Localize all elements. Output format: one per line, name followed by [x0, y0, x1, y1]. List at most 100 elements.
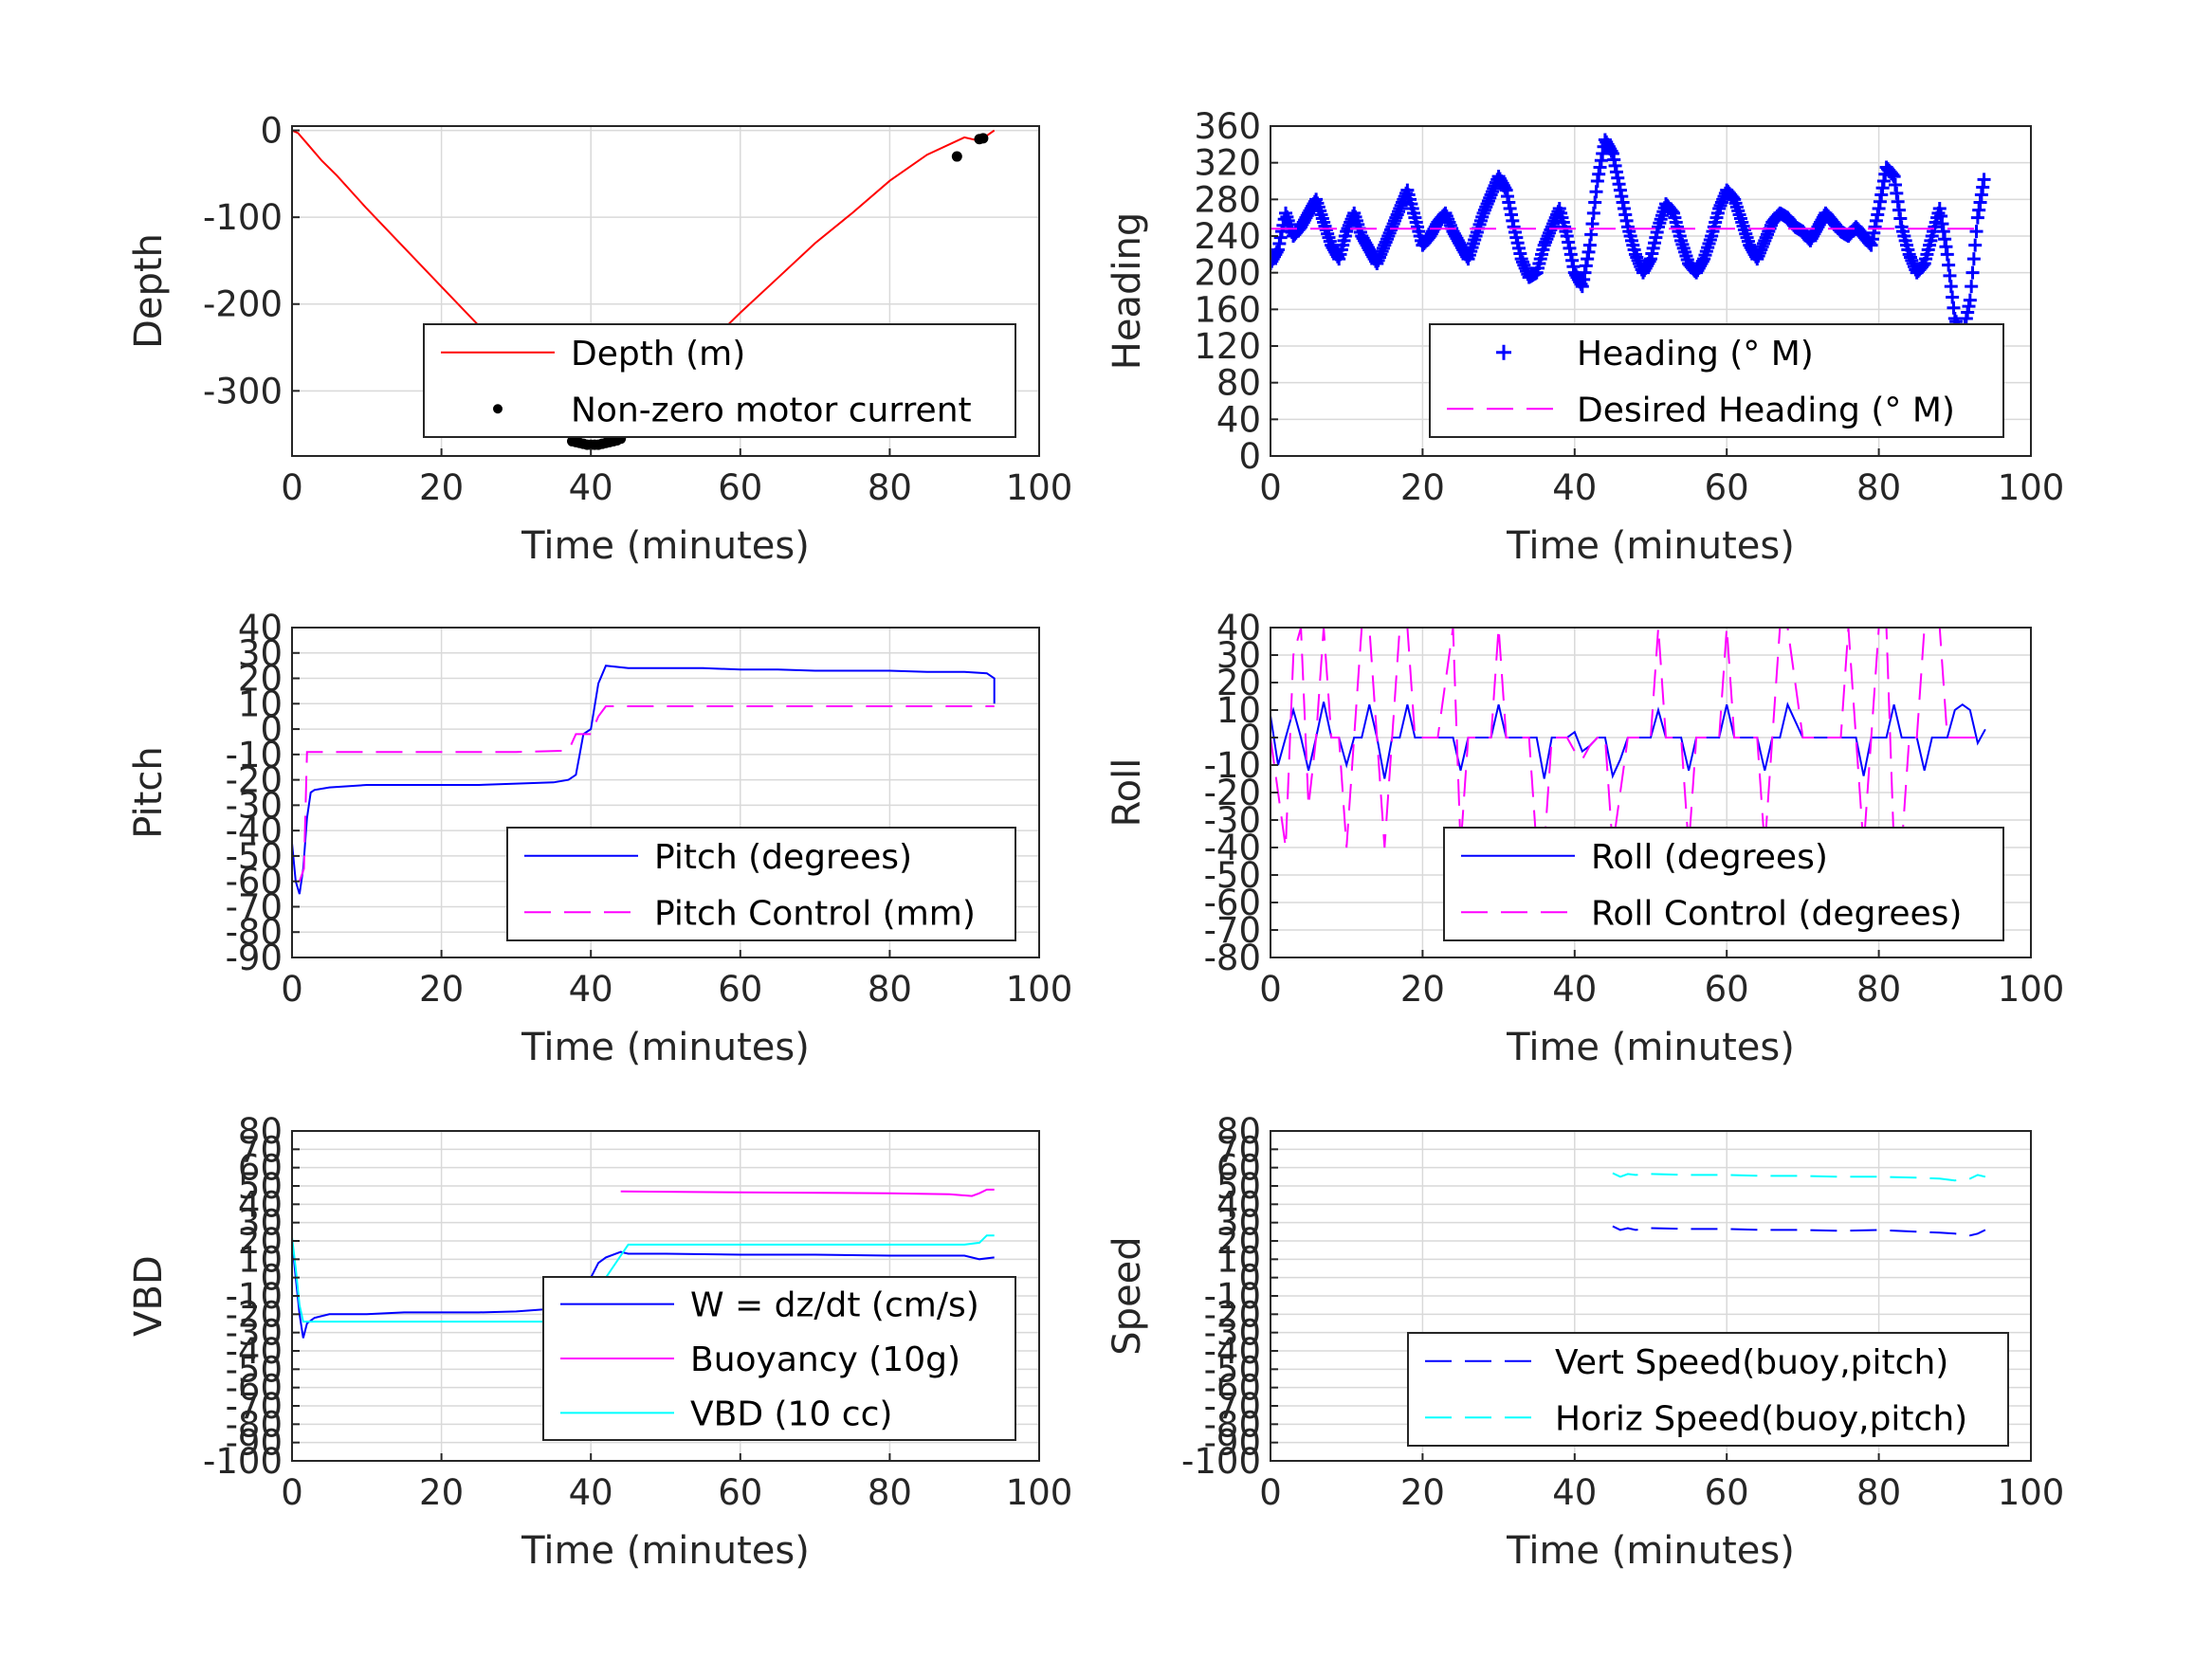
legend-label: Buoyancy (10g)	[690, 1340, 960, 1379]
legend-box	[1443, 827, 2004, 941]
series-heading-0	[1271, 133, 1991, 344]
x-tick-label: 0	[1259, 969, 1282, 1010]
x-axis-label: Time (minutes)	[1506, 1026, 1795, 1069]
y-tick-label: -60	[226, 1368, 283, 1409]
series-speed-1	[1612, 1172, 1986, 1182]
legend-speed: Vert Speed(buoy,pitch) Horiz Speed(buoy,p…	[1407, 1332, 2009, 1447]
x-tick-label: 40	[569, 1472, 613, 1513]
data-point	[951, 151, 962, 162]
x-tick-label: 40	[569, 467, 613, 508]
y-tick-label: 80	[1216, 363, 1261, 404]
y-tick-label: -70	[1204, 910, 1261, 951]
y-axis-label: Speed	[1106, 1236, 1149, 1355]
x-tick-label: 60	[1705, 969, 1749, 1010]
y-tick-label: 20	[238, 659, 283, 700]
y-tick-label: -30	[1204, 1313, 1261, 1354]
x-tick-label: 80	[868, 467, 912, 508]
y-tick-label: 160	[1194, 289, 1261, 330]
x-tick-label: 0	[1259, 467, 1282, 508]
y-tick-label: -60	[1204, 883, 1261, 923]
y-tick-label: 0	[260, 1258, 283, 1299]
y-tick-label: 240	[1194, 216, 1261, 257]
x-tick-label: 80	[868, 969, 912, 1010]
legend-label: Heading (° M)	[1577, 335, 1814, 374]
y-tick-label: 70	[1216, 1129, 1261, 1170]
legend-depth: Depth (m) Non-zero motor current	[423, 323, 1016, 438]
legend-label: Roll Control (degrees)	[1591, 894, 1962, 933]
y-tick-label: 20	[1216, 663, 1261, 703]
y-tick-label: -300	[203, 371, 283, 411]
y-tick-label: -10	[1204, 745, 1261, 786]
x-tick-label: 80	[1856, 969, 1901, 1010]
y-tick-label: -80	[226, 1404, 283, 1445]
y-tick-label: 10	[1216, 690, 1261, 731]
y-tick-label: 10	[238, 1239, 283, 1280]
x-axis-label: Time (minutes)	[1506, 1529, 1795, 1573]
x-tick-label: 20	[1400, 467, 1445, 508]
y-axis-label: Depth	[127, 233, 171, 349]
y-tick-label: 0	[1238, 1258, 1261, 1299]
x-tick-label: 100	[1006, 969, 1073, 1010]
legend-roll: Roll (degrees) Roll Control (degrees)	[1443, 827, 2004, 941]
series-roll-0	[1271, 702, 1986, 779]
y-tick-label: -70	[1204, 1386, 1261, 1427]
y-tick-label: 320	[1194, 143, 1261, 184]
data-point	[1271, 257, 1277, 270]
y-tick-label: 40	[1216, 1184, 1261, 1225]
y-tick-label: 360	[1194, 106, 1261, 147]
y-tick-label: -30	[226, 1313, 283, 1354]
y-tick-label: 30	[1216, 1203, 1261, 1244]
x-tick-label: 60	[1705, 467, 1749, 508]
x-tick-label: 40	[1552, 969, 1597, 1010]
y-tick-label: -30	[226, 785, 283, 826]
x-tick-label: 20	[1400, 969, 1445, 1010]
y-tick-label: 280	[1194, 179, 1261, 220]
series-line	[298, 705, 995, 883]
axes-frame	[291, 627, 1040, 958]
legend-label: Pitch (degrees)	[654, 838, 912, 877]
y-tick-label: 60	[238, 1148, 283, 1189]
y-tick-label: 50	[1216, 1166, 1261, 1207]
y-tick-label: 200	[1194, 253, 1261, 294]
chart-speed: 0 20 40 60 80 10080706050403020100-10-20-30-4…	[1106, 1111, 2064, 1573]
y-axis-label: VBD	[127, 1255, 171, 1337]
y-tick-label: -50	[226, 1349, 283, 1390]
y-tick-label: -90	[226, 1423, 283, 1464]
y-tick-label: -20	[1204, 773, 1261, 813]
y-tick-label: 80	[238, 1111, 283, 1152]
x-tick-label: 60	[718, 467, 762, 508]
series-line	[620, 1188, 995, 1197]
x-axis-label: Time (minutes)	[521, 1026, 810, 1069]
data-point	[1965, 265, 1980, 280]
y-tick-label: 30	[1216, 635, 1261, 676]
y-tick-label: -90	[1204, 1423, 1261, 1464]
data-point	[1966, 252, 1981, 266]
y-tick-label: -40	[1204, 828, 1261, 868]
y-tick-label: -100	[1181, 1441, 1261, 1482]
y-tick-label: -10	[226, 735, 283, 775]
legend-marker	[493, 404, 503, 414]
y-tick-label: 40	[238, 608, 283, 648]
x-tick-label: 100	[1998, 467, 2065, 508]
legend-pitch: Pitch (degrees) Pitch Control (mm)	[506, 827, 1016, 941]
x-tick-label: 60	[718, 1472, 762, 1513]
y-tick-label: -50	[1204, 855, 1261, 896]
data-point	[978, 133, 989, 144]
x-tick-label: 0	[281, 1472, 303, 1513]
y-tick-label: -40	[226, 1331, 283, 1372]
x-tick-label: 0	[1259, 1472, 1282, 1513]
y-axis-label: Roll	[1106, 758, 1149, 828]
data-point	[1977, 173, 1991, 187]
chart-vbd: 0 20 40 60 80 10080706050403020100-10-20-30-4…	[127, 1111, 1072, 1573]
x-tick-label: 100	[1006, 1472, 1073, 1513]
y-tick-label: -50	[1204, 1349, 1261, 1390]
y-tick-label: -20	[1204, 1294, 1261, 1335]
legend-label: Depth (m)	[571, 335, 745, 374]
x-tick-label: 80	[868, 1472, 912, 1513]
y-tick-label: 20	[238, 1221, 283, 1262]
y-tick-label: 60	[1216, 1148, 1261, 1189]
legend-heading: Heading (° M) Desired Heading (° M)	[1429, 323, 2004, 438]
y-tick-label: 50	[238, 1166, 283, 1207]
x-tick-label: 40	[569, 969, 613, 1010]
chart-roll: 0 20 40 60 80 100403020100-10-20-30-40-50-60-…	[1106, 608, 2064, 1069]
